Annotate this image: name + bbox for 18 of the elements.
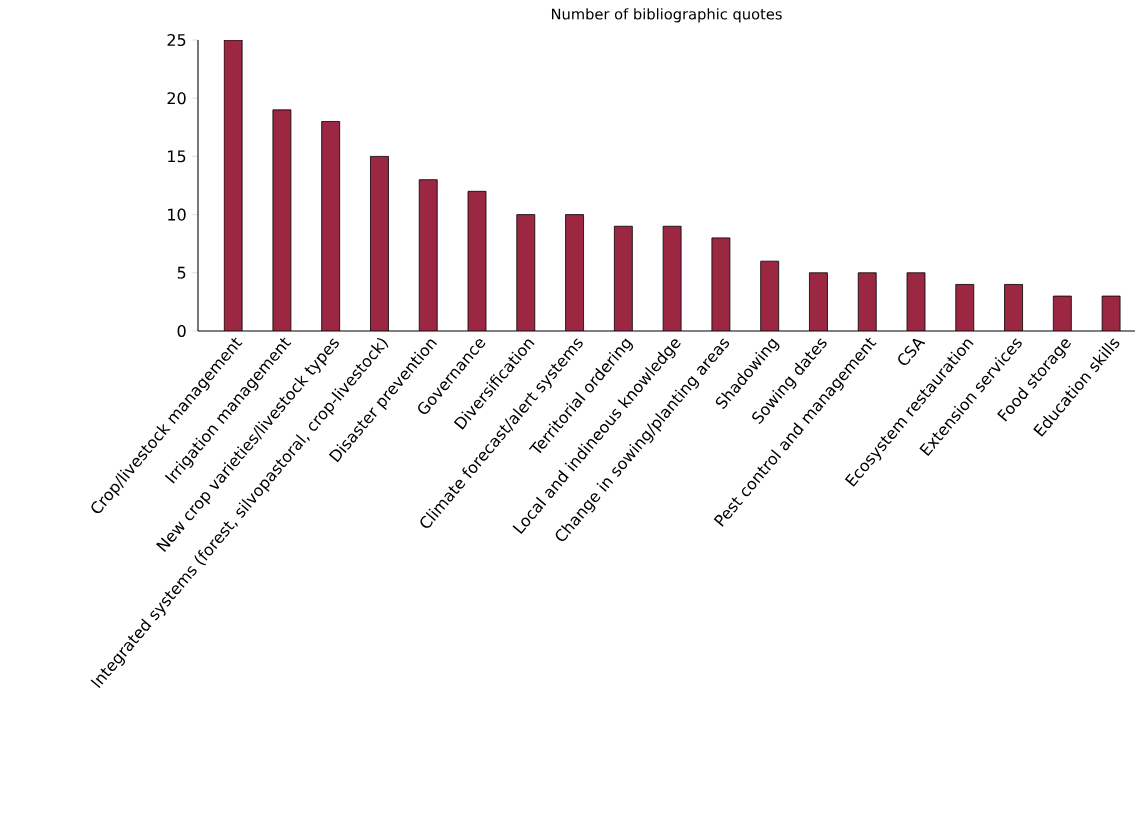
bar [760,261,779,331]
y-tick-label: 10 [168,208,186,221]
bar [419,179,438,331]
bar [516,214,535,331]
y-tick-label: 20 [167,92,186,105]
bar [858,272,877,331]
y-tick-label: 0 [177,324,186,338]
chart-title: Number of bibliographic quotes [551,8,782,23]
bar [565,214,584,331]
y-tick-label: 15 [168,150,186,163]
bar [321,121,340,331]
bar [809,272,828,331]
y-tick-label: 25 [167,33,186,47]
bar [614,226,633,331]
bar [1004,284,1023,331]
bar [370,156,389,331]
y-tick-label: 5 [177,266,186,279]
bar [955,284,974,331]
